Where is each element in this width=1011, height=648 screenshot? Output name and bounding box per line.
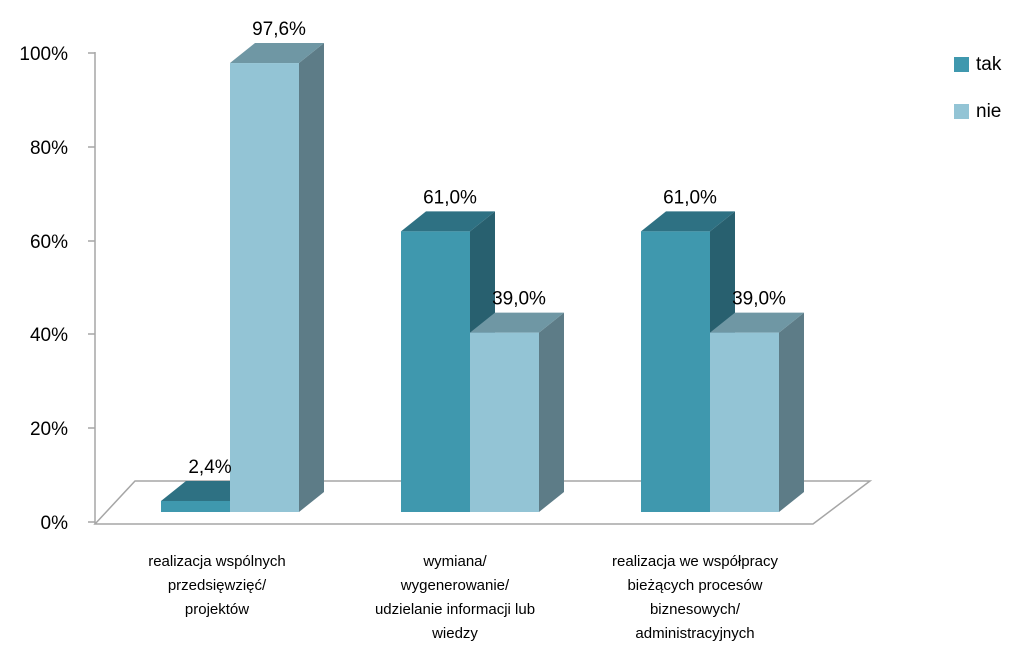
bar-side — [779, 312, 804, 512]
bar-top — [230, 43, 324, 64]
bar-top — [641, 211, 735, 232]
y-axis: 0% 20% 40% 60% 80% 100% — [19, 44, 96, 534]
category-label: wiedzy — [431, 625, 478, 642]
data-labels: 2,4% 61,0% 61,0% 97,6% 39,0% 39,0% — [188, 19, 786, 478]
legend-label: tak — [976, 54, 1002, 75]
legend-item-tak: tak — [954, 54, 1002, 75]
bar-side — [299, 43, 324, 512]
category-label: administracyjnych — [635, 625, 754, 642]
data-label: 39,0% — [492, 289, 546, 310]
legend-label: nie — [976, 101, 1001, 122]
legend-item-nie: nie — [954, 101, 1001, 122]
category-label: udzielanie informacji lub — [375, 601, 535, 618]
x-axis-labels: realizacja wspólnych przedsięwzięć/projek… — [148, 553, 778, 642]
legend-swatch — [954, 104, 969, 119]
bar-top — [470, 312, 564, 333]
bar-top — [401, 211, 495, 232]
category-label: realizacja wspólnych — [148, 553, 286, 570]
category-label: wymiana/ — [422, 553, 487, 570]
category-label: bieżących procesów — [627, 577, 762, 594]
y-tick-label: 60% — [30, 232, 68, 253]
data-label: 39,0% — [732, 289, 786, 310]
y-tick-label: 0% — [41, 513, 69, 534]
bar-nie — [470, 312, 564, 512]
bar-front — [710, 332, 779, 512]
bar-nie — [230, 43, 324, 512]
category-label: biznesowych/ — [650, 601, 741, 618]
chart-floor — [93, 480, 873, 525]
data-label: 2,4% — [188, 457, 231, 478]
bar-side — [539, 312, 564, 512]
y-tick-label: 80% — [30, 138, 68, 159]
category-label: przedsięwzięć/ — [168, 577, 267, 594]
data-label: 61,0% — [663, 187, 717, 208]
legend-swatch — [954, 57, 969, 72]
y-tick-label: 20% — [30, 419, 68, 440]
category-label: realizacja we współpracy — [612, 553, 778, 570]
y-tick-label: 40% — [30, 325, 68, 346]
legend: tak nie — [954, 54, 1002, 122]
data-label: 97,6% — [252, 19, 306, 40]
bar-front — [641, 231, 710, 512]
bar-nie — [710, 312, 804, 512]
bars — [161, 43, 804, 512]
category-label: wygenerowanie/ — [400, 577, 510, 594]
floor-plane — [93, 480, 873, 525]
y-tick-label: 100% — [19, 44, 68, 65]
bar-front — [230, 63, 299, 512]
bar-top — [710, 312, 804, 333]
bar-front — [401, 231, 470, 512]
data-label: 61,0% — [423, 187, 477, 208]
bar-front — [470, 332, 539, 512]
bar-front — [161, 500, 230, 512]
category-label: projektów — [185, 601, 249, 618]
